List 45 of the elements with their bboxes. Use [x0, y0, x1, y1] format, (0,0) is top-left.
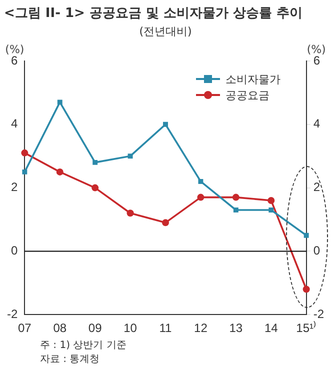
x-tick-label: 15¹⁾ [296, 321, 316, 336]
y-tick-label: 6 [10, 53, 18, 68]
point [57, 100, 62, 105]
y-axis-title: (%) [5, 43, 24, 56]
text: 자료 : 통계청 [39, 353, 101, 367]
y2-axis-title: (%) [306, 43, 326, 56]
x-tick-label: 11 [159, 321, 172, 336]
y-tick-label: 2 [10, 180, 18, 194]
point [232, 194, 240, 201]
legend-label: 공공요금 [225, 88, 270, 102]
point [304, 232, 309, 238]
chart-title: <그림 II- 1> 공공요금 및 소비자물가 상승률 추이 [3, 5, 304, 22]
y2-tick-label: 6 [313, 53, 320, 68]
point [198, 178, 204, 184]
text: 주 : 1) 상반기 기준 [39, 339, 128, 353]
point [233, 208, 238, 212]
y-tick-label: 0 [10, 244, 18, 258]
point [302, 286, 310, 293]
x-tick-label: 14 [264, 321, 278, 336]
point [56, 168, 64, 176]
x-tick-label: 12 [194, 321, 208, 336]
point [163, 122, 168, 127]
y2-tick-label: 4 [313, 116, 320, 131]
point [268, 208, 274, 212]
y-tick-label: -2 [7, 306, 18, 321]
legend-label: 소비자물가 [225, 72, 280, 86]
point [92, 160, 98, 165]
x-tick-label: 13 [229, 321, 243, 336]
point [92, 184, 99, 192]
point [128, 154, 133, 159]
x-tick-label: 07 [18, 321, 32, 336]
chart-subtitle: (전년대비) [138, 24, 193, 39]
y2-tick-label: 2 [313, 180, 320, 194]
y-tick-label: 4 [10, 116, 18, 131]
x-tick-label: 10 [124, 321, 138, 336]
y2-tick-label: -2 [313, 306, 324, 321]
point [268, 196, 275, 204]
x-tick-label: 09 [88, 321, 102, 336]
point [197, 194, 204, 201]
point [162, 219, 169, 226]
point [22, 169, 28, 174]
x-tick-label: 08 [53, 321, 67, 336]
point [126, 210, 134, 217]
y2-tick-label: 0 [313, 244, 320, 258]
point [21, 149, 28, 156]
